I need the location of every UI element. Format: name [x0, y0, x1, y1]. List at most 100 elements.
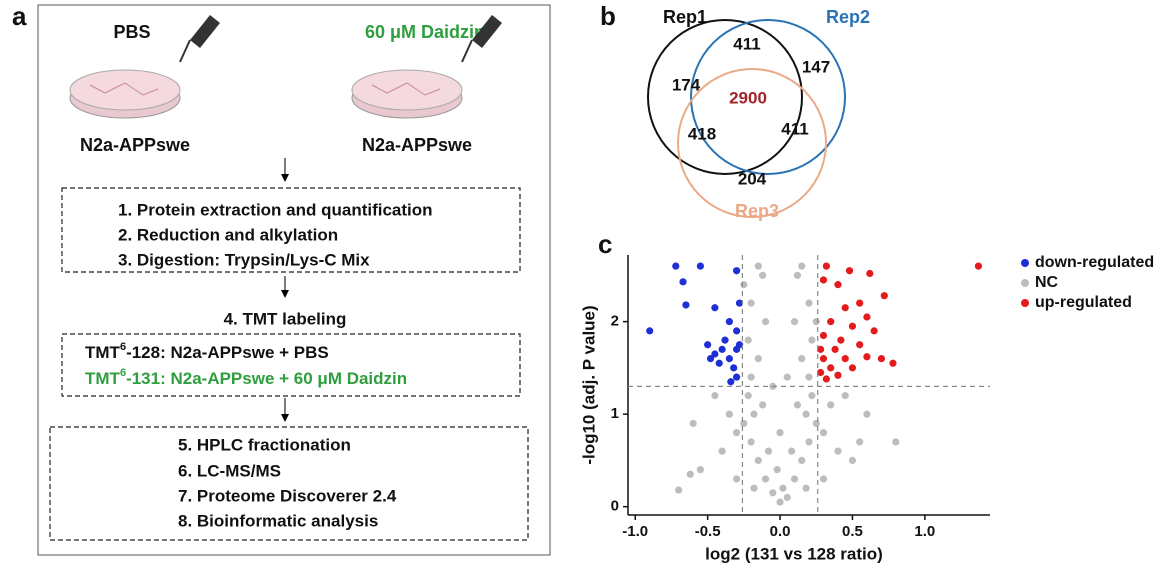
point: [827, 364, 835, 372]
point: [863, 410, 871, 418]
point: [744, 392, 752, 400]
point: [711, 392, 719, 400]
point: [733, 475, 741, 483]
panel-label: b: [600, 1, 616, 31]
point: [735, 341, 744, 349]
point: [747, 373, 755, 381]
point: [733, 267, 741, 275]
tmt-sup: 6: [120, 341, 126, 353]
point: [808, 392, 816, 400]
point: [856, 341, 864, 349]
point: [776, 498, 784, 506]
point: [646, 327, 654, 335]
point: [730, 364, 738, 372]
set-circle: [647, 19, 803, 175]
point: [834, 447, 842, 455]
point: [711, 304, 719, 312]
legend-marker: [1021, 259, 1029, 267]
x-tick-label: 1.0: [914, 523, 935, 540]
point: [725, 318, 733, 326]
point: [805, 373, 813, 381]
point: [812, 419, 820, 427]
point: [725, 410, 733, 418]
point: [790, 318, 799, 326]
region-count: 174: [672, 75, 701, 94]
point: [837, 336, 845, 344]
point: [805, 299, 813, 307]
arrows: [281, 158, 289, 422]
cell-line: N2a-APPswe: [362, 135, 472, 155]
step: 8. Bioinformatic analysis: [178, 511, 378, 530]
legend-label: down-regulated: [1035, 254, 1154, 271]
point: [764, 447, 773, 455]
x-tick-label: -0.5: [695, 523, 721, 540]
point: [718, 447, 726, 455]
point: [848, 322, 857, 330]
point: [802, 410, 810, 418]
point: [863, 313, 871, 321]
point: [750, 410, 758, 418]
point: [788, 447, 796, 455]
point: [747, 438, 755, 446]
panel-frame: [37, 4, 551, 556]
step: 5. HPLC fractionation: [178, 435, 351, 454]
point: [754, 262, 762, 270]
x-axis-title: log2 (131 vs 128 ratio): [705, 544, 883, 563]
y-tick-label: 0: [611, 498, 619, 515]
point: [715, 359, 723, 367]
point: [773, 466, 781, 474]
point: [798, 355, 806, 363]
set-circle: [677, 68, 827, 218]
point: [798, 456, 806, 465]
point: [822, 375, 830, 383]
point: [834, 281, 842, 289]
legend-label: NC: [1035, 274, 1059, 291]
point: [682, 301, 690, 309]
step-box: [61, 187, 521, 273]
point: [672, 262, 680, 270]
point: [827, 318, 835, 326]
point: [802, 484, 810, 492]
point: [880, 292, 888, 300]
region-count: 411: [781, 119, 808, 138]
x-tick-label: 0.0: [770, 523, 791, 540]
point: [727, 378, 735, 386]
point: [834, 371, 842, 379]
legend-marker: [1021, 279, 1029, 287]
y-tick-label: 2: [611, 313, 619, 330]
point: [754, 456, 762, 465]
point: [750, 484, 758, 492]
point: [790, 475, 799, 483]
point: [892, 438, 900, 446]
tmt-rest: -128: N2a-APPswe + PBS: [126, 343, 329, 362]
legend-marker: [1021, 299, 1029, 307]
step: 3. Digestion: Trypsin/Lys-C Mix: [118, 250, 370, 269]
point: [679, 278, 687, 286]
x-tick-label: 0.5: [842, 523, 863, 540]
point: [819, 429, 828, 437]
point: [798, 262, 806, 270]
step: 2. Reduction and alkylation: [118, 225, 338, 244]
tmt-rest: -131: N2a-APPswe + 60 μM Daidzin: [126, 369, 407, 388]
point: [845, 267, 854, 275]
point: [866, 269, 874, 278]
region-count: 418: [688, 124, 716, 143]
point: [754, 355, 762, 363]
step: 4. TMT labeling: [224, 309, 347, 328]
point: [733, 373, 741, 381]
point: [733, 327, 741, 335]
point: [822, 262, 830, 270]
point: [783, 493, 791, 502]
point: [856, 299, 864, 307]
condition: PBS: [113, 22, 150, 42]
point: [759, 271, 767, 279]
point: [779, 484, 787, 492]
tmt-line: TMT6-128: N2a-APPswe + PBS: [85, 341, 329, 363]
point: [759, 401, 767, 409]
point: [744, 336, 752, 344]
cell-line: N2a-APPswe: [80, 135, 190, 155]
step: 7. Proteome Discoverer 2.4: [178, 486, 397, 505]
point: [725, 355, 733, 363]
